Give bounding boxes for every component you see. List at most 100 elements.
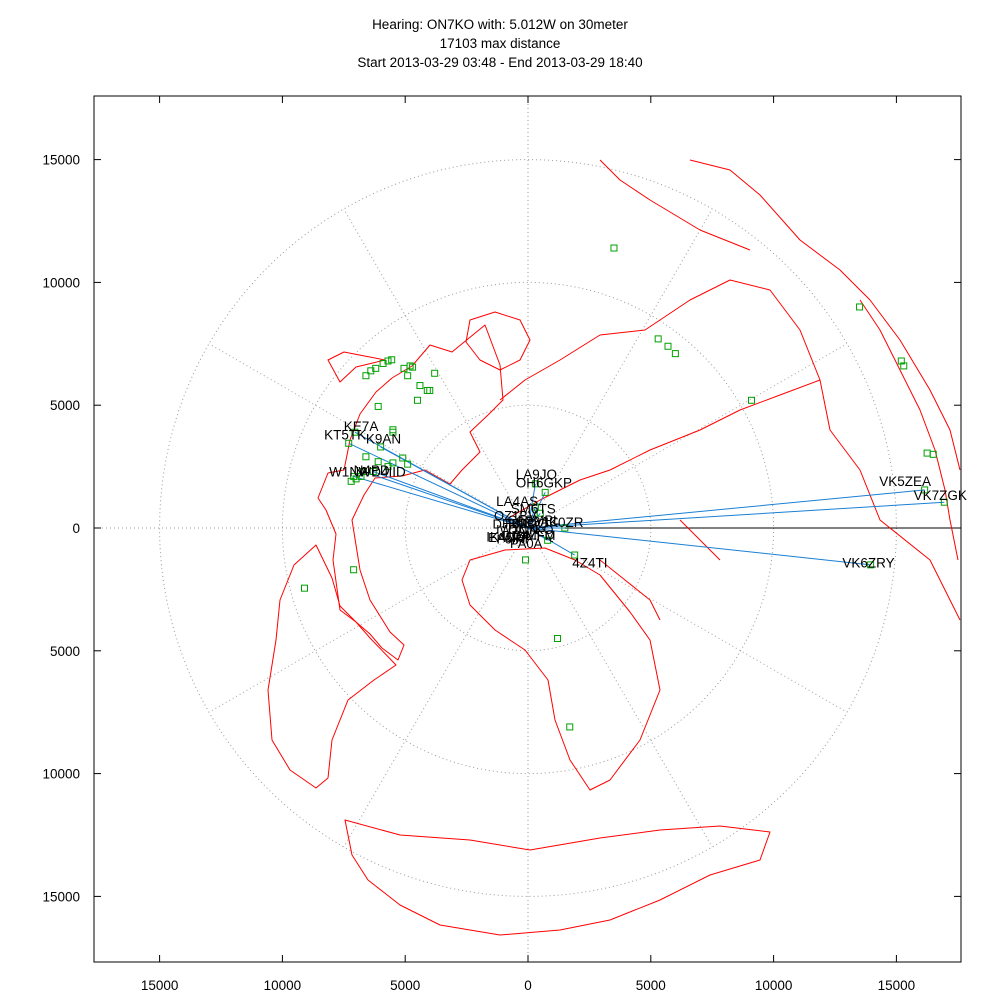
station-label: VK6ZRY	[842, 555, 894, 570]
spot-marker	[347, 477, 355, 485]
station-marker	[940, 498, 948, 506]
cluster-callsign: OZ1BV	[494, 508, 537, 523]
spot-marker	[404, 460, 412, 468]
station-labels: ON7KOG4ZFQPA0ADL4MFMF6IRFEA5RPIW1QNDJ8MS…	[324, 419, 967, 570]
station-marker	[867, 561, 875, 569]
x-tick-label: 15000	[878, 978, 916, 993]
bearing-spoke	[527, 527, 848, 713]
spot-marker	[379, 359, 387, 367]
spot-marker	[747, 396, 755, 404]
map-title-line1: Hearing: ON7KO with: 5.012W on 30meter	[372, 17, 628, 32]
bearing-spoke	[527, 343, 848, 529]
coastline	[461, 547, 661, 791]
station-marker	[359, 468, 367, 476]
spot-marker	[388, 356, 396, 364]
spot-marker	[416, 382, 424, 390]
spot-marker	[522, 556, 530, 564]
bearing-spoke	[343, 208, 529, 529]
station-label: WD4IID	[359, 464, 407, 479]
station-marker	[561, 524, 569, 532]
spot-marker	[372, 364, 380, 372]
path-to-kt5tk	[348, 442, 529, 529]
coastline	[465, 311, 531, 371]
cluster-callsign: SP3AC	[516, 514, 559, 529]
spot-marker	[566, 723, 574, 731]
spot-marker	[856, 303, 864, 311]
station-label: OH6GKP	[516, 475, 572, 490]
cluster-callsign: PA0A	[510, 536, 543, 551]
path-to-n4pd	[363, 471, 529, 529]
spot-marker	[610, 244, 618, 252]
bearing-spoke	[527, 527, 713, 848]
station-marker	[571, 551, 579, 559]
coastline	[499, 279, 961, 621]
path-to-vk7zgk	[527, 501, 945, 529]
map-grid	[94, 96, 961, 962]
spot-marker	[423, 386, 431, 394]
station-marker	[350, 472, 358, 480]
station-marker	[921, 486, 929, 494]
y-tick-label: 10000	[42, 275, 80, 290]
x-tick-label: 10000	[264, 978, 302, 993]
y-tick-label: 5000	[50, 398, 80, 413]
spot-marker	[664, 342, 672, 350]
cluster-callsign: HB9QQ	[502, 516, 548, 531]
spot-marker	[362, 453, 370, 461]
path-to-wd4iid	[373, 471, 529, 529]
coastline	[599, 159, 751, 251]
coastline	[267, 544, 397, 789]
spot-marker	[404, 372, 412, 380]
bearing-spoke	[208, 343, 529, 529]
x-tick-label: 0	[524, 978, 532, 993]
cluster-callsign: DJ8MS	[492, 517, 535, 532]
station-label: LA9JO	[516, 467, 557, 482]
map-title-line2: 17103 max distance	[439, 36, 561, 51]
spot-marker	[374, 458, 382, 466]
station-marker	[351, 428, 359, 436]
x-tick-label: 5000	[390, 978, 420, 993]
spot-marker	[897, 357, 905, 365]
station-label: IK0ZR	[545, 515, 584, 530]
spot-marker	[923, 449, 931, 457]
y-tick-label: 15000	[42, 153, 80, 168]
y-tick-label: 5000	[50, 644, 80, 659]
cluster-callsign: ON7KO	[508, 522, 554, 537]
path-to-vk6zry	[527, 527, 871, 566]
cluster-callsign: OE5MPL	[508, 512, 561, 527]
spot-marker	[553, 635, 561, 643]
path-to-la9jo	[527, 483, 536, 529]
bearing-spoke	[343, 527, 529, 848]
station-marker	[377, 443, 385, 451]
spot-marker	[426, 386, 434, 394]
station-marker	[345, 439, 353, 447]
bearing-spoke	[527, 208, 713, 529]
coastline	[327, 351, 386, 383]
station-label: LA4AS	[496, 494, 538, 509]
x-tick-label: 15000	[141, 978, 179, 993]
spot-marker	[301, 584, 309, 592]
spot-marker	[362, 372, 370, 380]
coastline-layer	[267, 159, 961, 936]
coastline	[679, 519, 721, 561]
station-label: W1NA	[329, 464, 368, 479]
coastline	[504, 379, 821, 521]
spot-marker	[431, 369, 439, 377]
coastline	[859, 299, 959, 561]
spot-marker	[352, 475, 360, 483]
cluster-callsign: G4ZFQ	[512, 528, 555, 543]
bearing-spoke	[208, 527, 529, 713]
spot-marker	[413, 396, 421, 404]
spot-marker	[384, 357, 392, 365]
path-to-k9an	[380, 446, 529, 529]
spot-marker	[654, 335, 662, 343]
station-label: N4PD	[354, 463, 390, 478]
path-to-vk5zea	[527, 489, 925, 529]
spot-marker	[374, 402, 382, 410]
spot-marker	[384, 463, 392, 471]
station-marker	[531, 503, 539, 511]
axis-ticks: 15000 15000 10000 10000 5000 5000 0 0 5000 5000 10…	[42, 96, 961, 993]
cluster-callsign: EA5RP	[488, 530, 531, 545]
spot-marker	[389, 459, 397, 467]
spot-marker	[900, 362, 908, 370]
